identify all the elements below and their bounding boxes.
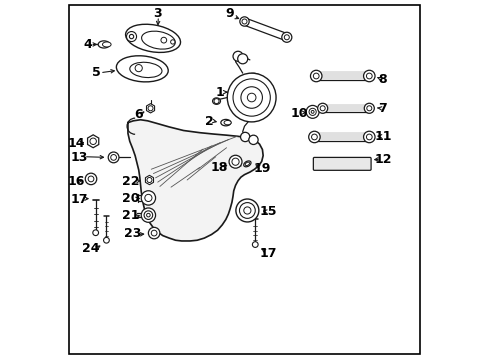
Ellipse shape [221,120,230,126]
Circle shape [248,135,258,144]
Circle shape [284,35,289,40]
Circle shape [366,73,371,79]
Circle shape [93,230,99,235]
Circle shape [214,99,219,104]
Circle shape [308,131,320,143]
Circle shape [308,108,316,116]
Text: 4: 4 [83,38,92,51]
Circle shape [147,177,152,183]
Circle shape [129,35,133,39]
Circle shape [148,227,160,239]
Circle shape [231,158,239,165]
Circle shape [366,134,371,140]
Circle shape [126,32,136,41]
Circle shape [310,70,321,82]
Ellipse shape [116,56,168,82]
Text: 24: 24 [82,242,100,255]
Circle shape [233,51,243,61]
Circle shape [135,64,142,72]
Circle shape [141,191,155,205]
Ellipse shape [244,162,249,166]
Circle shape [242,19,246,24]
Circle shape [244,207,250,214]
Text: 10: 10 [290,107,308,120]
Circle shape [317,103,327,113]
Circle shape [241,87,262,108]
Ellipse shape [129,62,162,77]
Text: 13: 13 [71,151,88,164]
Circle shape [363,131,374,143]
Ellipse shape [125,24,180,53]
Circle shape [366,106,371,111]
Circle shape [148,106,153,111]
Ellipse shape [224,121,231,125]
Polygon shape [128,120,263,241]
Text: 16: 16 [67,175,84,188]
Text: 6: 6 [134,108,142,121]
Polygon shape [146,104,154,113]
Circle shape [161,37,166,43]
Circle shape [240,132,249,141]
Circle shape [85,173,97,185]
Text: 9: 9 [225,8,234,21]
Circle shape [364,103,373,113]
Ellipse shape [98,41,109,48]
Text: 5: 5 [92,66,101,79]
Circle shape [108,152,119,163]
Circle shape [228,155,242,168]
Polygon shape [322,105,368,112]
Text: 1: 1 [215,86,224,99]
FancyBboxPatch shape [313,157,370,170]
Text: 18: 18 [210,161,227,174]
Ellipse shape [243,161,250,167]
Text: 17: 17 [259,247,277,260]
Ellipse shape [212,98,220,104]
Circle shape [233,79,270,116]
Text: 20: 20 [122,192,139,205]
Circle shape [305,105,319,118]
Text: 19: 19 [253,162,270,175]
Circle shape [144,194,152,202]
Circle shape [170,40,175,44]
Ellipse shape [142,31,175,49]
Circle shape [146,213,150,217]
Circle shape [313,73,319,79]
Circle shape [88,176,94,182]
Ellipse shape [102,42,111,47]
Text: 2: 2 [204,115,213,128]
Circle shape [363,70,374,82]
Circle shape [141,208,155,222]
Circle shape [311,134,317,140]
Text: 22: 22 [122,175,140,188]
Circle shape [247,93,255,102]
Text: 21: 21 [122,210,139,222]
Circle shape [281,32,291,42]
Text: 3: 3 [153,8,162,21]
Circle shape [239,203,255,219]
Circle shape [237,54,247,64]
Circle shape [151,230,157,236]
Circle shape [103,237,109,243]
Text: 17: 17 [71,193,88,206]
Text: 14: 14 [67,137,84,150]
Text: 11: 11 [373,130,391,144]
Polygon shape [87,135,99,148]
Circle shape [320,106,325,111]
Text: 7: 7 [378,103,386,116]
Text: 23: 23 [123,227,141,240]
Text: 15: 15 [259,206,277,219]
Circle shape [239,17,249,26]
Polygon shape [314,134,368,140]
Polygon shape [145,175,153,185]
Circle shape [110,154,116,160]
Circle shape [252,242,258,247]
Circle shape [227,73,276,122]
Circle shape [310,111,313,113]
Text: 8: 8 [378,73,386,86]
Circle shape [144,211,152,220]
Polygon shape [316,72,368,80]
Circle shape [90,138,96,144]
Text: 12: 12 [373,153,391,166]
Circle shape [235,199,258,222]
